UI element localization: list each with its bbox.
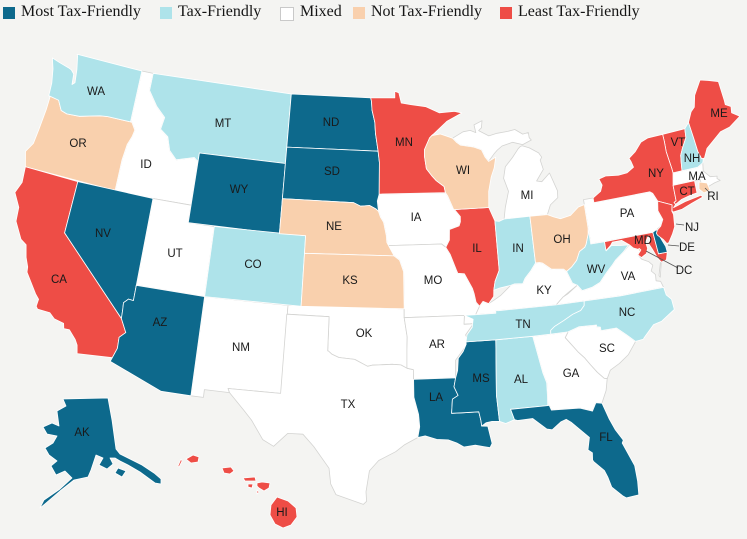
- svg-text:MO: MO: [424, 275, 443, 287]
- svg-text:CA: CA: [51, 274, 67, 286]
- svg-text:DE: DE: [679, 242, 695, 254]
- svg-text:MD: MD: [634, 235, 652, 247]
- svg-text:CO: CO: [244, 259, 261, 271]
- svg-text:HI: HI: [276, 507, 288, 519]
- svg-text:NM: NM: [232, 342, 250, 354]
- svg-text:WV: WV: [587, 264, 606, 276]
- svg-text:KY: KY: [536, 285, 552, 297]
- svg-text:VT: VT: [671, 137, 686, 149]
- svg-text:TX: TX: [341, 399, 356, 411]
- svg-text:OH: OH: [553, 234, 570, 246]
- svg-text:OR: OR: [69, 138, 86, 150]
- svg-text:UT: UT: [167, 248, 182, 260]
- svg-text:FL: FL: [599, 432, 613, 444]
- svg-text:GA: GA: [563, 368, 580, 380]
- svg-text:MA: MA: [688, 171, 706, 183]
- svg-text:RI: RI: [707, 191, 719, 203]
- svg-text:LA: LA: [429, 392, 443, 404]
- svg-text:NC: NC: [619, 307, 636, 319]
- svg-text:WA: WA: [87, 86, 105, 98]
- svg-text:ID: ID: [140, 159, 152, 171]
- svg-text:ND: ND: [323, 117, 340, 129]
- svg-text:WI: WI: [456, 165, 470, 177]
- svg-text:CT: CT: [679, 186, 694, 198]
- svg-text:MI: MI: [521, 190, 534, 202]
- svg-text:DC: DC: [676, 265, 693, 277]
- svg-text:AR: AR: [429, 339, 445, 351]
- svg-text:PA: PA: [620, 208, 635, 220]
- svg-text:AZ: AZ: [153, 317, 168, 329]
- svg-text:IL: IL: [472, 243, 482, 255]
- svg-text:IN: IN: [512, 243, 524, 255]
- svg-text:AL: AL: [514, 374, 529, 386]
- svg-text:NE: NE: [326, 221, 342, 233]
- svg-text:TN: TN: [515, 319, 530, 331]
- svg-text:IA: IA: [411, 212, 422, 224]
- svg-text:WY: WY: [230, 184, 249, 196]
- svg-text:SC: SC: [599, 343, 615, 355]
- svg-text:NV: NV: [95, 228, 111, 240]
- svg-text:MN: MN: [395, 137, 413, 149]
- svg-text:ME: ME: [710, 108, 728, 120]
- svg-text:OK: OK: [356, 328, 373, 340]
- svg-text:NJ: NJ: [685, 222, 699, 234]
- svg-text:NH: NH: [684, 153, 701, 165]
- svg-text:KS: KS: [342, 275, 358, 287]
- svg-text:NY: NY: [648, 168, 664, 180]
- svg-text:SD: SD: [324, 166, 340, 178]
- svg-text:VA: VA: [621, 271, 636, 283]
- svg-text:MT: MT: [215, 118, 232, 130]
- svg-text:MS: MS: [472, 373, 490, 385]
- svg-text:AK: AK: [74, 427, 90, 439]
